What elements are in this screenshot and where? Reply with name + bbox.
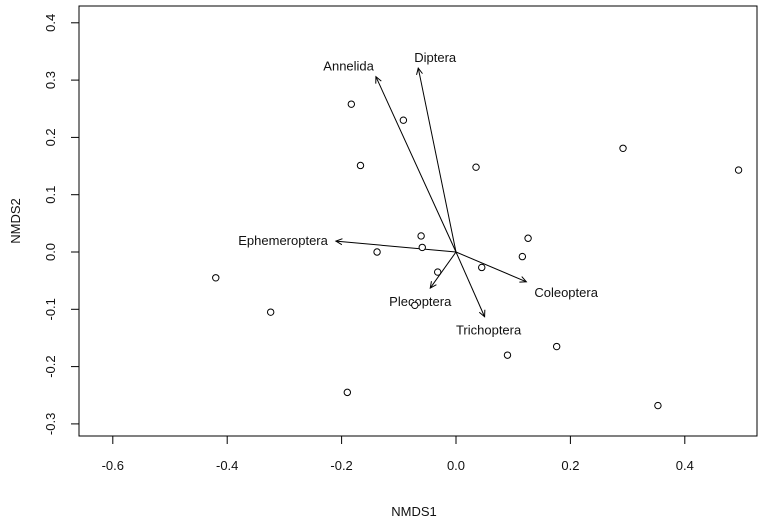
site-point (433, 268, 442, 276)
site-point (417, 232, 425, 240)
vector-arrowhead (375, 75, 382, 84)
vector-label: Coleoptera (534, 285, 598, 300)
x-tick-label: 0.2 (561, 458, 579, 473)
x-tick-label: -0.2 (330, 458, 352, 473)
vector-line (455, 251, 527, 283)
site-point (734, 166, 743, 174)
site-point (399, 116, 408, 124)
site-point (478, 263, 486, 272)
y-tick-label: 0.1 (43, 186, 58, 204)
y-tick-label: 0.2 (43, 128, 58, 146)
y-axis: -0.3 -0.2 -0.1 0.0 0.1 0.2 0.3 0.4 (43, 14, 79, 435)
vector-line (335, 240, 457, 253)
site-point (654, 401, 662, 410)
vector-label: Ephemeroptera (238, 233, 328, 248)
x-tick-label: -0.4 (216, 458, 238, 473)
site-point (418, 243, 426, 252)
site-points (212, 100, 743, 410)
site-point (411, 301, 419, 309)
site-point (524, 234, 532, 242)
vector-arrowhead (478, 309, 486, 318)
y-tick-label: -0.2 (43, 355, 58, 377)
vector-arrowhead (416, 66, 423, 75)
site-point (373, 248, 381, 256)
vector-label: Plecoptera (389, 294, 452, 309)
site-point (343, 388, 352, 397)
vector-label: Annelida (323, 59, 374, 74)
vector-label: Trichoptera (456, 323, 522, 338)
plot-frame (78, 5, 758, 437)
species-vectors: Annelida Diptera Ephemeroptera Plecoptera Tr… (238, 50, 598, 338)
vector-arrowhead (429, 281, 437, 290)
site-point (347, 100, 356, 108)
vector-line (375, 76, 457, 253)
site-point (212, 274, 220, 282)
vector-line (429, 251, 457, 289)
vector-arrowhead (334, 238, 343, 246)
site-point (503, 351, 512, 359)
site-point (619, 144, 627, 152)
x-tick-label: 0.4 (676, 458, 694, 473)
site-point (518, 252, 527, 261)
vector-line (417, 67, 457, 253)
vector-arrowhead (519, 276, 528, 283)
y-tick-label: 0.4 (43, 14, 58, 32)
y-axis-title: NMDS2 (8, 198, 23, 244)
site-point (356, 161, 365, 170)
x-tick-label: 0.0 (447, 458, 465, 473)
site-point (472, 163, 480, 171)
vector-label: Diptera (414, 50, 457, 65)
site-point (266, 308, 275, 316)
x-axis-title: NMDS1 (391, 504, 437, 519)
y-tick-label: 0.0 (43, 243, 58, 261)
x-tick-label: -0.6 (102, 458, 124, 473)
site-point (552, 342, 561, 351)
y-tick-label: -0.1 (43, 298, 58, 320)
x-axis: -0.6 -0.4 -0.2 0.0 0.2 0.4 (102, 436, 694, 473)
y-tick-label: 0.3 (43, 71, 58, 89)
y-tick-label: -0.3 (43, 413, 58, 435)
vector-line (455, 251, 486, 317)
